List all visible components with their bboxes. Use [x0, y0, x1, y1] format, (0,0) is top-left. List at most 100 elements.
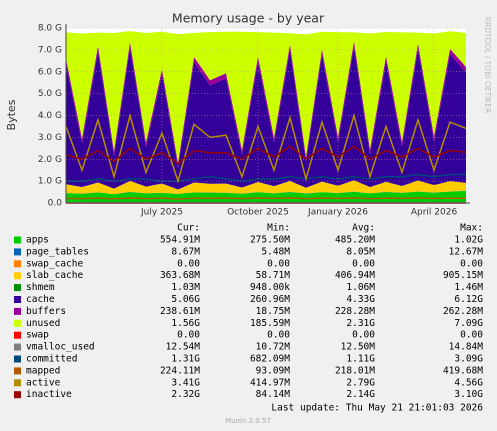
legend-swatch	[14, 367, 21, 375]
stat-avg: 485.20M	[335, 235, 375, 246]
stat-cur: 5.06G	[171, 294, 200, 305]
legend-swatch	[14, 307, 21, 315]
legend-label: page_tables	[26, 246, 89, 257]
legend-swatch	[14, 284, 21, 292]
stat-min: 84.14M	[256, 389, 291, 400]
line	[65, 197, 466, 200]
legend-label: mapped	[26, 365, 60, 376]
stat-avg: 1.06M	[346, 282, 375, 293]
stat-max: 6.12G	[454, 294, 483, 305]
x-tick-label: October 2025	[227, 208, 289, 218]
stat-min: 0.00	[267, 258, 290, 269]
y-tick-label: 4.0 G	[38, 111, 62, 121]
legend-swatch	[14, 379, 21, 387]
stat-avg: 8.05M	[346, 246, 375, 257]
stat-max: 1.02G	[454, 235, 483, 246]
legend-swatch	[14, 391, 21, 399]
stat-avg: 2.79G	[346, 377, 375, 388]
chart-title: Memory usage - by year	[172, 11, 325, 26]
stat-avg: 0.00	[352, 330, 375, 341]
x-tick-label: July 2025	[140, 208, 183, 218]
stat-min: 93.09M	[256, 365, 291, 376]
stat-cur: 8.67M	[171, 246, 200, 257]
stat-min: 948.00k	[250, 282, 290, 293]
stat-avg: 0.00	[352, 258, 375, 269]
stat-min: 18.75M	[256, 306, 291, 317]
legend-label: shmem	[26, 282, 55, 293]
column-header: Cur:	[177, 223, 200, 234]
legend-swatch	[14, 343, 21, 351]
legend-swatch	[14, 355, 21, 363]
legend-label: swap_cache	[26, 258, 83, 269]
legend-label: inactive	[26, 389, 72, 400]
legend-label: cache	[26, 294, 55, 305]
stat-max: 262.28M	[443, 306, 483, 317]
x-tick-label: January 2026	[307, 208, 368, 218]
legend-swatch	[14, 236, 21, 244]
stat-min: 5.48M	[261, 246, 290, 257]
stat-max: 905.15M	[443, 270, 483, 281]
stat-avg: 228.28M	[335, 306, 375, 317]
legend-label: active	[26, 377, 61, 388]
stat-cur: 0.00	[177, 330, 200, 341]
stat-cur: 1.03M	[171, 282, 200, 293]
column-header: Min:	[267, 223, 290, 234]
legend-swatch	[14, 331, 21, 339]
stat-max: 3.10G	[454, 389, 483, 400]
stat-cur: 1.56G	[171, 318, 200, 329]
stat-max: 3.09G	[454, 354, 483, 365]
legend-label: buffers	[26, 306, 66, 317]
legend-swatch	[14, 319, 21, 327]
stat-max: 7.09G	[454, 318, 483, 329]
legend-swatch	[14, 260, 21, 268]
stat-max: 419.68M	[443, 365, 483, 376]
legend-label: vmalloc_used	[26, 342, 95, 353]
stat-cur: 12.54M	[166, 342, 201, 353]
stat-max: 14.84M	[449, 342, 484, 353]
legend-swatch	[14, 272, 21, 280]
stat-min: 682.09M	[250, 354, 290, 365]
y-tick-label: 2.0 G	[38, 155, 62, 165]
stat-avg: 2.31G	[346, 318, 375, 329]
legend-label: unused	[26, 318, 60, 329]
area	[66, 46, 466, 190]
legend-swatch	[14, 296, 21, 303]
stat-max: 0.00	[460, 258, 483, 269]
y-tick-label: 8.0 G	[38, 24, 62, 34]
stat-avg: 2.14G	[346, 389, 375, 400]
line	[65, 112, 467, 184]
stat-min: 10.72M	[256, 342, 291, 353]
stat-cur: 224.11M	[160, 365, 200, 376]
stat-avg: 12.50M	[341, 342, 376, 353]
side-text: RRDTOOL / TOBI OETIKER	[483, 17, 492, 114]
stat-avg: 406.94M	[335, 270, 375, 281]
stat-max: 0.00	[460, 330, 483, 341]
column-header: Avg:	[352, 223, 375, 234]
legend-swatch	[14, 248, 21, 256]
legend-label: slab_cache	[26, 270, 83, 281]
stat-cur: 2.32G	[171, 389, 200, 400]
area	[66, 190, 466, 203]
stat-min: 414.97M	[250, 377, 290, 388]
stat-min: 260.96M	[250, 294, 290, 305]
line	[66, 173, 467, 182]
column-header: Max:	[460, 223, 483, 234]
y-axis-label: Bytes	[5, 99, 18, 130]
y-tick-label: 1.0 G	[38, 177, 62, 187]
stat-min: 58.71M	[256, 270, 291, 281]
y-tick-label: 3.0 G	[38, 133, 62, 143]
stat-min: 0.00	[267, 330, 290, 341]
stat-avg: 4.33G	[346, 294, 375, 305]
stat-max: 4.56G	[454, 377, 483, 388]
y-tick-label: 6.0 G	[38, 67, 62, 77]
y-tick-label: 5.0 G	[38, 89, 62, 99]
stat-cur: 1.31G	[171, 354, 200, 365]
area	[66, 180, 466, 195]
last-update: Last update: Thu May 21 21:01:03 2026	[271, 403, 483, 414]
stat-cur: 3.41G	[171, 377, 200, 388]
stat-min: 185.59M	[250, 318, 290, 329]
stat-cur: 238.61M	[160, 306, 200, 317]
legend-label: swap	[26, 330, 49, 341]
area	[66, 31, 466, 164]
